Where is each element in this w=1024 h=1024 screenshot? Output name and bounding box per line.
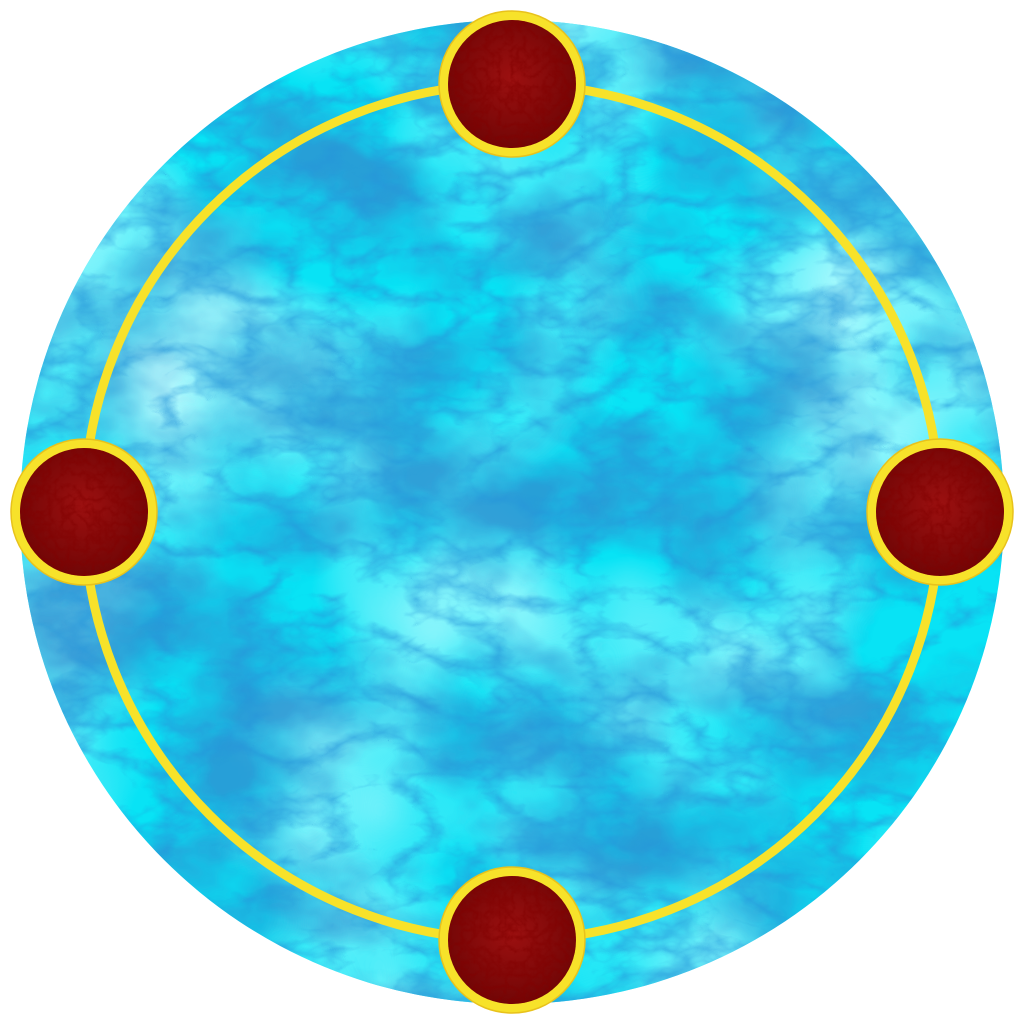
- left-node[interactable]: [10, 438, 158, 586]
- nodes-layer: [10, 10, 1014, 1014]
- node-texture: [20, 448, 148, 576]
- node-texture: [448, 876, 576, 1004]
- top-node[interactable]: [438, 10, 586, 158]
- node-texture: [448, 20, 576, 148]
- node-texture: [876, 448, 1004, 576]
- right-node[interactable]: [866, 438, 1014, 586]
- bottom-node[interactable]: [438, 866, 586, 1014]
